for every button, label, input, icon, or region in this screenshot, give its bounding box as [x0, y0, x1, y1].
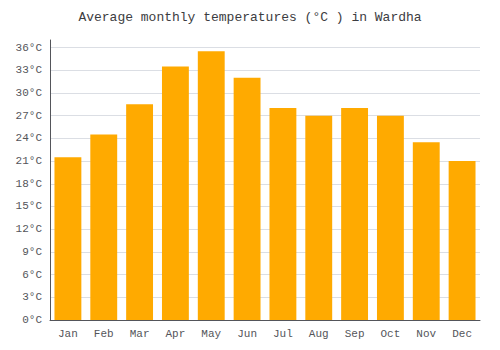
svg-text:9°C: 9°C — [22, 246, 42, 258]
svg-text:15°C: 15°C — [16, 200, 43, 212]
svg-text:21°C: 21°C — [16, 155, 43, 167]
svg-text:Aug: Aug — [309, 328, 329, 340]
svg-text:Mar: Mar — [130, 328, 150, 340]
svg-text:36°C: 36°C — [16, 42, 43, 54]
svg-text:6°C: 6°C — [22, 269, 42, 281]
svg-text:24°C: 24°C — [16, 132, 43, 144]
svg-text:Jan: Jan — [58, 328, 78, 340]
svg-text:Nov: Nov — [416, 328, 436, 340]
svg-text:27°C: 27°C — [16, 110, 43, 122]
svg-text:Apr: Apr — [166, 328, 186, 340]
svg-text:12°C: 12°C — [16, 223, 43, 235]
svg-text:33°C: 33°C — [16, 64, 43, 76]
svg-text:Feb: Feb — [94, 328, 114, 340]
svg-text:Oct: Oct — [381, 328, 401, 340]
svg-text:Average monthly temperatures (: Average monthly temperatures (°C ) in Wa… — [78, 10, 421, 25]
svg-text:18°C: 18°C — [16, 178, 43, 190]
svg-text:May: May — [201, 328, 221, 340]
svg-text:3°C: 3°C — [22, 291, 42, 303]
svg-text:Sep: Sep — [345, 328, 365, 340]
svg-text:Jun: Jun — [237, 328, 257, 340]
svg-text:0°C: 0°C — [22, 314, 42, 326]
svg-text:Dec: Dec — [452, 328, 472, 340]
svg-text:Jul: Jul — [273, 328, 293, 340]
svg-text:30°C: 30°C — [16, 87, 43, 99]
